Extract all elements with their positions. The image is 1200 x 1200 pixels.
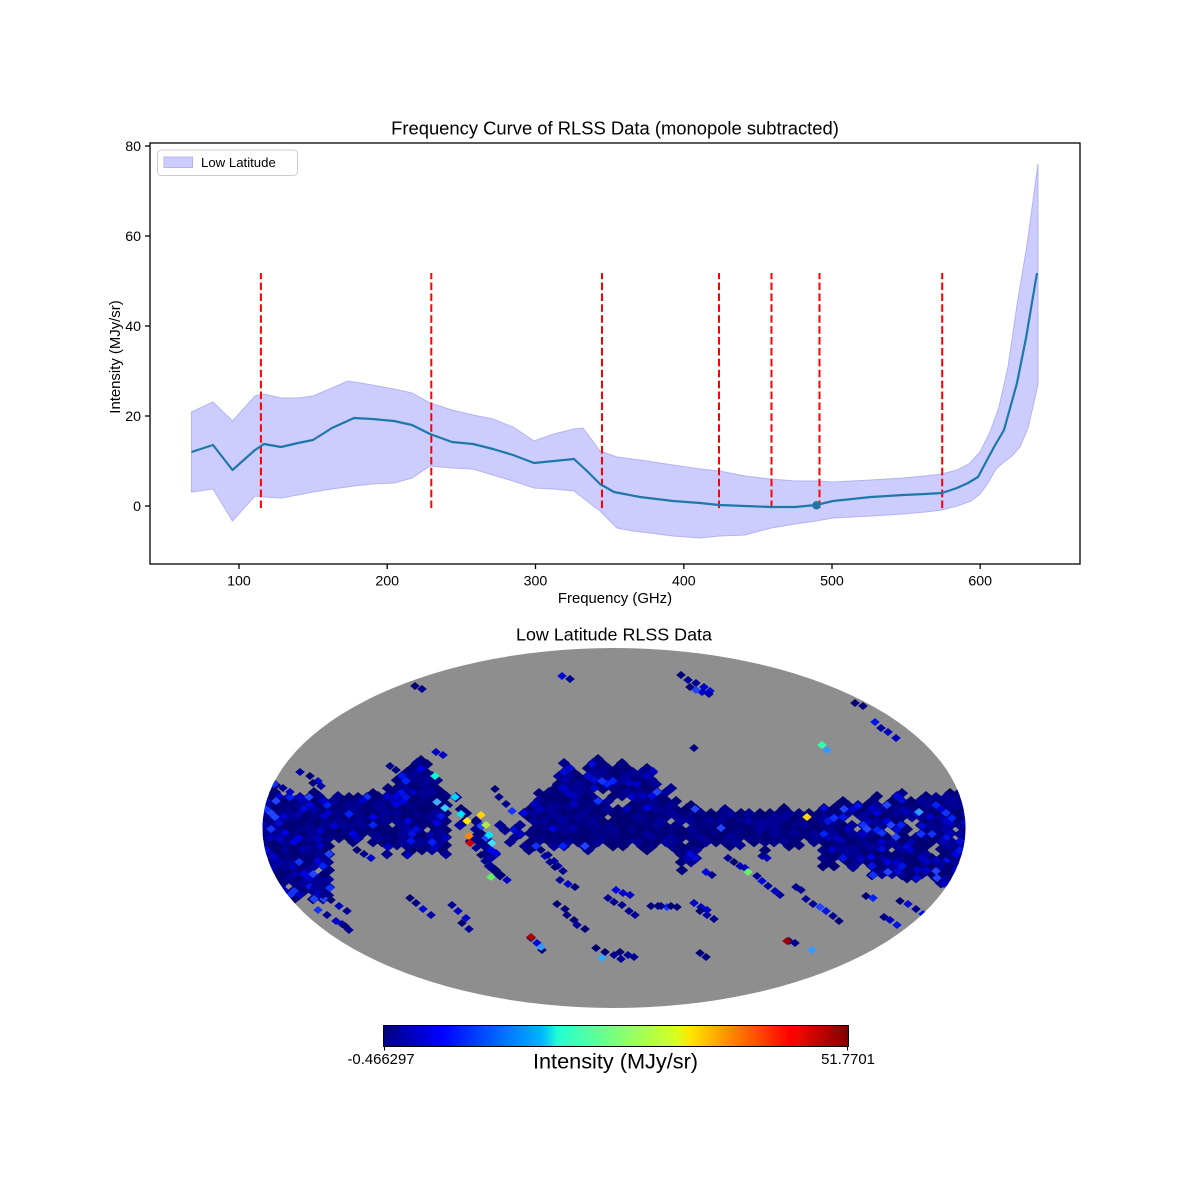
svg-text:51.7701: 51.7701 [821,1052,875,1068]
svg-text:600: 600 [968,573,992,589]
svg-text:Frequency (GHz): Frequency (GHz) [558,591,672,607]
svg-text:-0.466297: -0.466297 [347,1052,414,1068]
svg-text:500: 500 [820,573,844,589]
svg-text:Intensity (MJy/sr): Intensity (MJy/sr) [108,300,124,413]
svg-text:Frequency Curve of RLSS Data (: Frequency Curve of RLSS Data (monopole s… [391,118,839,139]
svg-text:100: 100 [227,573,251,589]
svg-text:Low Latitude RLSS Data: Low Latitude RLSS Data [516,625,712,645]
svg-text:200: 200 [375,573,399,589]
svg-text:400: 400 [672,573,696,589]
svg-text:40: 40 [125,319,141,335]
svg-text:80: 80 [125,139,141,155]
svg-text:300: 300 [524,573,548,589]
svg-text:20: 20 [125,409,141,425]
svg-text:Low Latitude: Low Latitude [201,155,276,170]
svg-text:0: 0 [133,499,141,515]
svg-text:Intensity (MJy/sr): Intensity (MJy/sr) [533,1049,698,1074]
svg-text:60: 60 [125,229,141,245]
